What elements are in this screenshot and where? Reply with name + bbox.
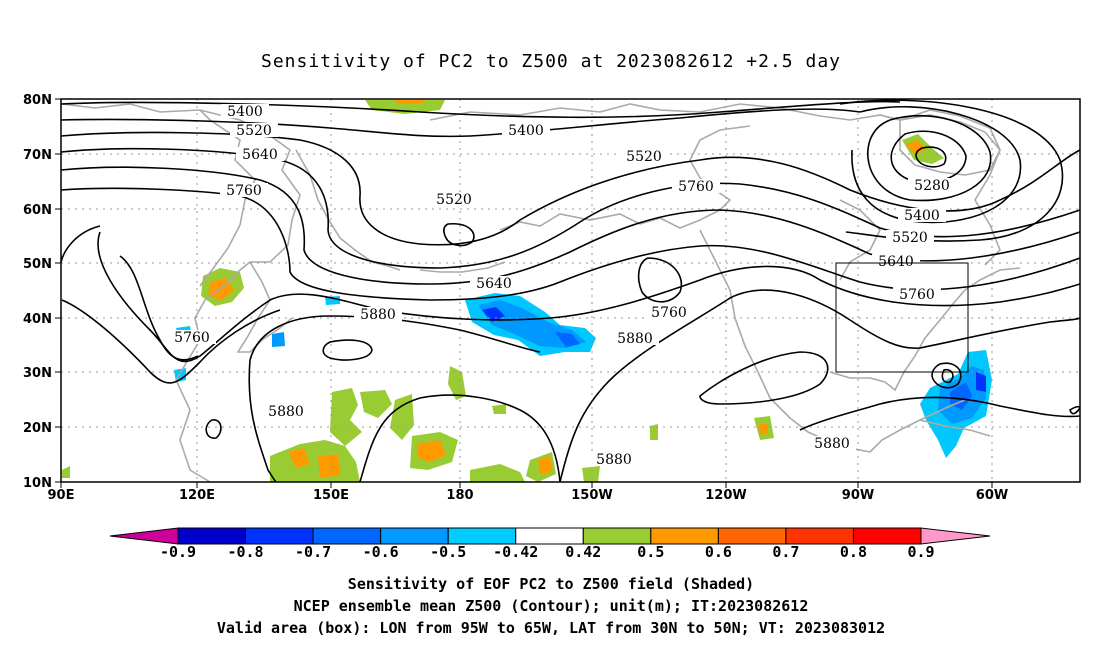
- colorbar-label: 0.5: [637, 543, 664, 561]
- footer-line-3: Valid area (box): LON from 95W to 65W, L…: [217, 619, 885, 637]
- lat-label-10n: 10N: [23, 476, 52, 491]
- colorbar-label: 0.9: [907, 543, 934, 561]
- lon-label-120w: 120W: [705, 488, 746, 503]
- footer-line-1: Sensitivity of EOF PC2 to Z500 field (Sh…: [348, 575, 754, 593]
- contour-label-5880: 5880: [360, 307, 396, 323]
- contour-label-5760: 5760: [899, 287, 935, 303]
- lat-label-70n: 70N: [23, 148, 52, 163]
- lon-labels: 90E 120E 150E 180 150W 120W 90W 60W: [48, 488, 1009, 503]
- colorbar-box: [515, 527, 584, 545]
- contour-label-5880: 5880: [617, 331, 653, 347]
- colorbar-labels: -0.9 -0.8 -0.7 -0.6 -0.5 -0.42 0.42 0.5 0.6 0.7 0.…: [160, 543, 935, 561]
- colorbar-label: 0.7: [772, 543, 799, 561]
- map-panel: 5400 5520 5640 5760 5400 5520 5760 5520 …: [60, 98, 1081, 483]
- contour-label-5760: 5760: [651, 305, 687, 321]
- lon-label-90e: 90E: [48, 488, 75, 503]
- lat-axis: [55, 98, 61, 483]
- contour-label-5520: 5520: [892, 230, 928, 246]
- contour-label-5640: 5640: [878, 254, 914, 270]
- colorbar-label: -0.9: [160, 543, 196, 561]
- colorbar-box: [380, 527, 449, 545]
- lat-label-30n: 30N: [23, 366, 52, 381]
- figure-title: Sensitivity of PC2 to Z500 at 2023082612…: [261, 51, 841, 72]
- shaded-sensitivity: [62, 100, 992, 482]
- lat-labels: 80N 70N 60N 50N 40N 30N 20N 10N: [23, 93, 52, 491]
- colorbar-label: -0.7: [295, 543, 331, 561]
- contour-label-5280: 5280: [914, 178, 950, 194]
- map-grid: [61, 99, 1080, 482]
- lat-label-50n: 50N: [23, 257, 52, 272]
- colorbar-label: -0.5: [430, 543, 466, 561]
- colorbar-box: [650, 527, 719, 545]
- contour-label-5760: 5760: [226, 183, 262, 199]
- colorbar-box: [447, 527, 517, 545]
- contour-label-5520: 5520: [236, 123, 272, 139]
- lon-label-60w: 60W: [976, 488, 1008, 503]
- contour-label-5640: 5640: [476, 276, 512, 292]
- lon-label-90w: 90W: [842, 488, 874, 503]
- colorbar-box: [717, 527, 787, 545]
- lon-label-120e: 120E: [179, 488, 215, 503]
- colorbar-label: -0.8: [227, 543, 263, 561]
- lon-label-150w: 150W: [571, 488, 612, 503]
- contour-label-5880: 5880: [814, 436, 850, 452]
- contour-label-5400: 5400: [508, 123, 544, 139]
- contour-label-5520: 5520: [436, 192, 472, 208]
- colorbar-boxes: [177, 527, 922, 545]
- z500-contours: [60, 99, 1081, 483]
- colorbar-box: [852, 527, 922, 545]
- contour-label-5640: 5640: [242, 147, 278, 163]
- colorbar-low-end: [109, 527, 179, 545]
- contour-label-5760: 5760: [678, 179, 714, 195]
- lon-label-180: 180: [446, 488, 473, 503]
- colorbar-box: [245, 527, 314, 545]
- colorbar-label: -0.6: [363, 543, 399, 561]
- contour-label-5880: 5880: [268, 404, 304, 420]
- lon-axis: [60, 482, 993, 488]
- colorbar-box: [582, 527, 652, 545]
- footer-line-2: NCEP ensemble mean Z500 (Contour); unit(…: [294, 597, 809, 615]
- contour-label-5520: 5520: [626, 149, 662, 165]
- lat-label-40n: 40N: [23, 312, 52, 327]
- valid-area-box: [835, 262, 969, 373]
- colorbar-label: 0.8: [840, 543, 867, 561]
- colorbar-label: -0.42: [493, 543, 538, 561]
- contour-label-5400: 5400: [227, 104, 263, 120]
- colorbar-high-end: [920, 527, 991, 545]
- colorbar-box: [312, 527, 382, 545]
- contour-label-5760: 5760: [174, 330, 210, 346]
- map-frame: [60, 98, 1081, 483]
- lat-label-20n: 20N: [23, 421, 52, 436]
- lon-label-150e: 150E: [313, 488, 349, 503]
- colorbar-box: [177, 527, 247, 545]
- colorbar-box: [785, 527, 854, 545]
- contour-labels: 5400 5520 5640 5760 5400 5520 5760 5520 …: [168, 104, 956, 468]
- contour-label-5400: 5400: [904, 208, 940, 224]
- colorbar: -0.9 -0.8 -0.7 -0.6 -0.5 -0.42 0.42 0.5 0.6 0.7 0.…: [109, 527, 991, 561]
- colorbar-label: 0.6: [705, 543, 732, 561]
- colorbar-label: 0.42: [565, 543, 601, 561]
- lat-label-60n: 60N: [23, 203, 52, 218]
- contour-label-5880: 5880: [596, 452, 632, 468]
- lat-label-80n: 80N: [23, 93, 52, 108]
